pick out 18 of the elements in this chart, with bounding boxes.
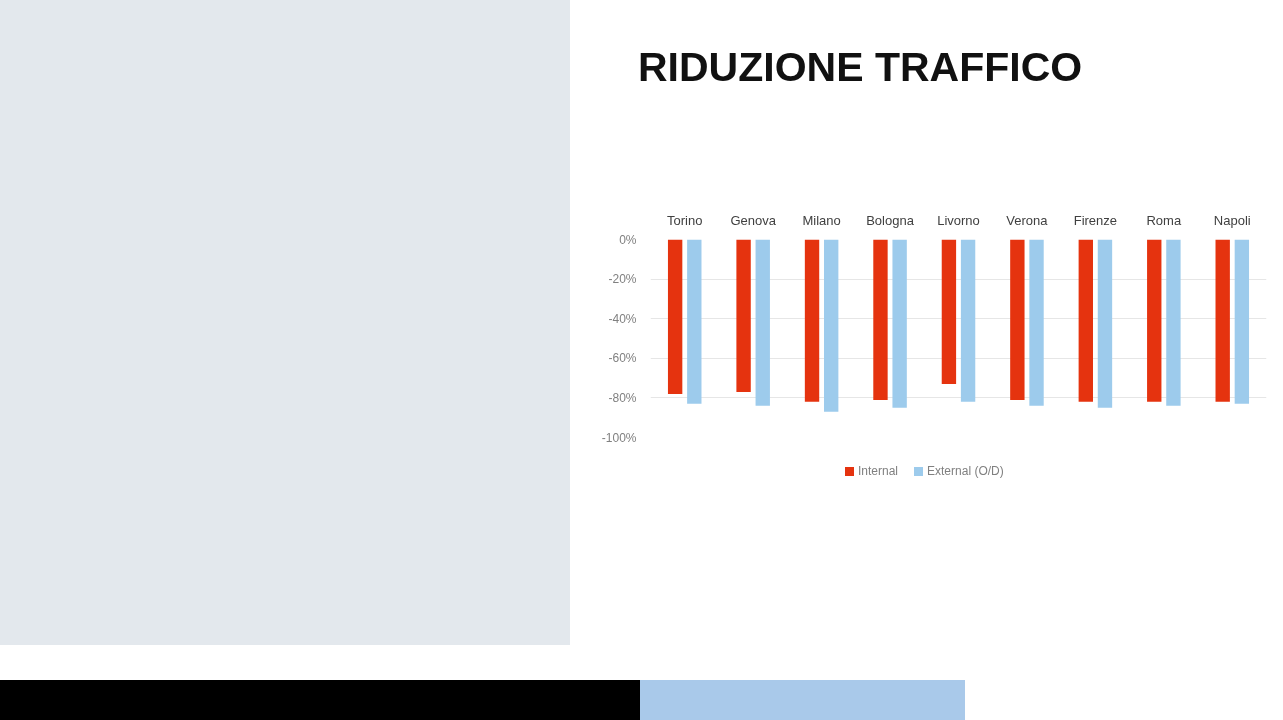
x-tick-label: Roma <box>1146 212 1182 228</box>
x-tick-label: Verona <box>1006 212 1049 228</box>
x-tick-label: Torino <box>667 212 703 228</box>
y-tick-label: -100% <box>601 430 637 445</box>
x-tick-label: Bologna <box>866 212 915 228</box>
x-tick-label: Firenze <box>1073 212 1118 228</box>
x-tick-label: Napoli <box>1213 212 1251 228</box>
legend-label: External (O/D) <box>927 463 1004 480</box>
y-tick-label: -80% <box>608 390 637 405</box>
y-tick-label: -20% <box>608 272 637 287</box>
x-tick-label: Milano <box>802 212 841 228</box>
x-tick-label: Livorno <box>937 212 980 228</box>
y-tick-label: -40% <box>608 311 637 326</box>
y-tick-label: 0% <box>619 232 637 247</box>
x-tick-label: Genova <box>730 212 777 228</box>
chart-title: RIDUZIONE TRAFFICO <box>637 43 1083 91</box>
legend-label: Internal <box>858 463 899 480</box>
y-tick-label: -60% <box>608 351 637 366</box>
